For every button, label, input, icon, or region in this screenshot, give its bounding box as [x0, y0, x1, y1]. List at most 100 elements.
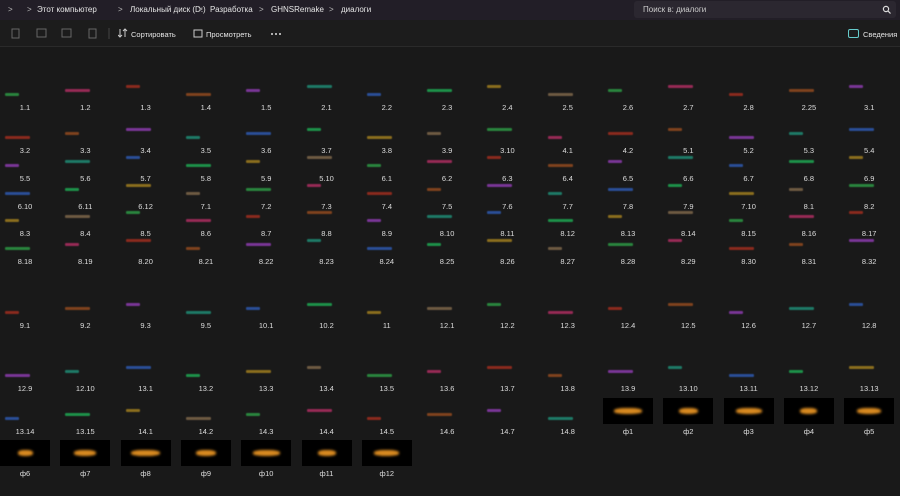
file-name[interactable]: 5.3 [803, 146, 815, 155]
file-name[interactable]: ф4 [803, 427, 815, 436]
file-name[interactable]: 2.3 [441, 103, 453, 112]
file-name[interactable]: 12.4 [620, 321, 636, 330]
file-name[interactable]: 7.8 [622, 202, 634, 211]
file-name[interactable]: 7.2 [260, 202, 272, 211]
file-name[interactable]: 1.5 [260, 103, 272, 112]
file-name[interactable]: 3.3 [80, 146, 91, 155]
file-name[interactable]: ф12 [379, 469, 395, 478]
file-name[interactable]: 8.9 [381, 229, 393, 238]
file-name[interactable]: 8.12 [560, 229, 575, 238]
file-name[interactable]: 8.24 [379, 257, 395, 266]
file-name[interactable]: 13.10 [678, 384, 698, 393]
file-name[interactable]: 2.7 [683, 103, 694, 112]
file-name[interactable]: 3.2 [19, 146, 31, 155]
file-name[interactable]: 8.20 [138, 257, 153, 266]
file-name[interactable]: 9.5 [200, 321, 212, 330]
file-name[interactable]: 12.3 [560, 321, 575, 330]
file-name[interactable]: 9.1 [19, 321, 31, 330]
file-name[interactable]: 2.25 [801, 103, 817, 112]
file-name[interactable]: 1.4 [200, 103, 212, 112]
search-box[interactable]: Поиск в: диалоги [634, 1, 896, 18]
file-name[interactable]: 8.4 [80, 229, 91, 238]
file-name[interactable]: 13.3 [258, 384, 274, 393]
file-name[interactable]: 12.2 [500, 321, 515, 330]
file-name[interactable]: 3.10 [500, 146, 515, 155]
file-name[interactable]: 13.11 [739, 384, 758, 393]
file-name[interactable]: 5.10 [319, 174, 334, 183]
file-name[interactable]: 13.6 [439, 384, 455, 393]
file-name[interactable]: 11 [382, 321, 391, 330]
file-name[interactable]: 13.8 [560, 384, 575, 393]
file-name[interactable]: 3.6 [260, 146, 272, 155]
file-name[interactable]: 13.9 [620, 384, 636, 393]
file-name[interactable]: 7.10 [741, 202, 756, 211]
file-name[interactable]: 2.6 [622, 103, 634, 112]
breadcrumb[interactable]: GHNSRemake [271, 5, 324, 14]
file-name[interactable]: 3.5 [200, 146, 212, 155]
file-name[interactable]: 8.16 [801, 229, 817, 238]
file-name[interactable]: ф10 [258, 469, 274, 478]
file-name[interactable]: 6.12 [138, 202, 153, 211]
file-name[interactable]: 8.30 [741, 257, 756, 266]
file-name[interactable]: 8.7 [260, 229, 272, 238]
file-name[interactable]: 7.1 [200, 202, 212, 211]
file-name[interactable]: 8.19 [77, 257, 93, 266]
file-name[interactable]: 8.17 [861, 229, 877, 238]
file-name[interactable]: 13.5 [379, 384, 395, 393]
file-name[interactable]: 2.8 [743, 103, 754, 112]
file-name[interactable]: ф7 [80, 469, 91, 478]
file-name[interactable]: 3.1 [863, 103, 875, 112]
file-name[interactable]: 8.6 [200, 229, 212, 238]
file-name[interactable]: 12.9 [17, 384, 33, 393]
file-name[interactable]: 6.2 [441, 174, 453, 183]
file-name[interactable]: 14.3 [258, 427, 274, 436]
file-name[interactable]: ф1 [622, 427, 634, 436]
breadcrumb[interactable]: Локальный диск (D:) [130, 5, 206, 14]
file-name[interactable]: ф3 [743, 427, 754, 436]
file-name[interactable]: 14.4 [319, 427, 334, 436]
file-name[interactable]: 2.4 [502, 103, 513, 112]
breadcrumb[interactable]: диалоги [341, 5, 372, 14]
file-name[interactable]: 12.8 [861, 321, 877, 330]
file-name[interactable]: 5.8 [200, 174, 212, 183]
file-name[interactable]: 5.5 [19, 174, 31, 183]
file-name[interactable]: 7.5 [441, 202, 453, 211]
file-name[interactable]: 8.25 [439, 257, 455, 266]
view-button[interactable]: Просмотреть [206, 30, 252, 39]
file-name[interactable]: 3.9 [441, 146, 453, 155]
sort-button[interactable]: Сортировать [131, 30, 176, 39]
file-name[interactable]: 13.4 [319, 384, 334, 393]
file-name[interactable]: 6.7 [743, 174, 754, 183]
file-name[interactable]: 14.6 [439, 427, 455, 436]
file-name[interactable]: 13.2 [198, 384, 214, 393]
file-name[interactable]: 1.2 [80, 103, 91, 112]
file-name[interactable]: 8.29 [680, 257, 696, 266]
file-name[interactable]: 8.8 [321, 229, 332, 238]
file-name[interactable]: 14.7 [500, 427, 515, 436]
file-name[interactable]: 8.26 [500, 257, 515, 266]
file-name[interactable]: 4.1 [562, 146, 573, 155]
more-button[interactable] [270, 32, 282, 36]
breadcrumb[interactable]: Этот компьютер [37, 5, 97, 14]
file-name[interactable]: 8.2 [863, 202, 875, 211]
file-name[interactable]: 6.3 [502, 174, 513, 183]
file-name[interactable]: 13.15 [75, 427, 95, 436]
file-name[interactable]: 8.5 [140, 229, 151, 238]
file-name[interactable]: 2.2 [381, 103, 393, 112]
file-name[interactable]: 14.2 [198, 427, 214, 436]
file-name[interactable]: 6.4 [562, 174, 573, 183]
file-name[interactable]: 9.3 [140, 321, 151, 330]
file-name[interactable]: 8.15 [741, 229, 756, 238]
file-name[interactable]: 13.7 [500, 384, 515, 393]
file-name[interactable]: 5.1 [683, 146, 694, 155]
file-name[interactable]: 5.7 [140, 174, 151, 183]
file-name[interactable]: 13.14 [15, 427, 35, 436]
file-name[interactable]: 12.6 [741, 321, 756, 330]
file-name[interactable]: 6.9 [863, 174, 875, 183]
file-name[interactable]: 6.10 [17, 202, 33, 211]
file-name[interactable]: 10.1 [258, 321, 274, 330]
file-name[interactable]: 7.7 [562, 202, 573, 211]
file-name[interactable]: 12.1 [439, 321, 455, 330]
file-name[interactable]: ф11 [319, 469, 334, 478]
file-name[interactable]: 1.3 [140, 103, 151, 112]
